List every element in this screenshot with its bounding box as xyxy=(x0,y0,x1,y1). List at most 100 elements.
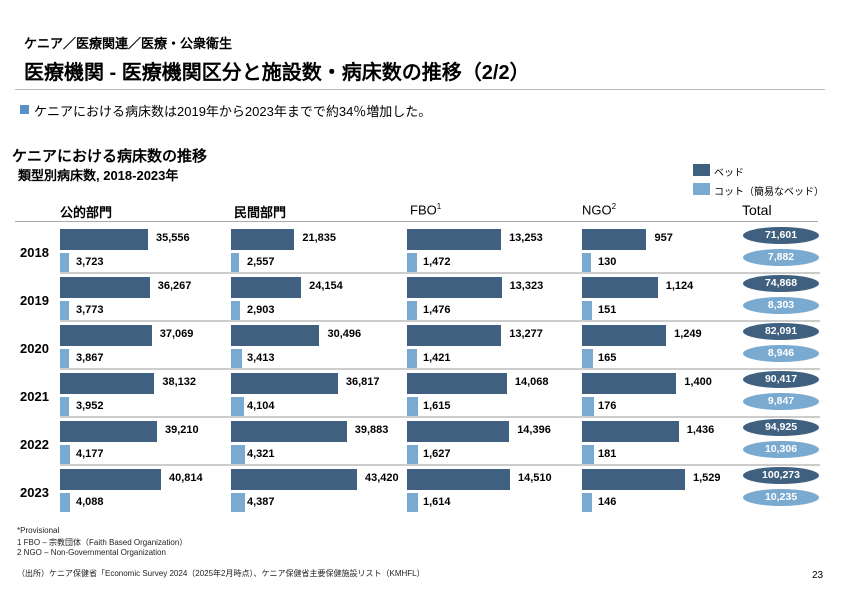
footnote-fbo: 1 FBO – 宗教団体（Faith Based Organization） xyxy=(17,538,188,547)
value-label-beds: 1,529 xyxy=(693,472,721,484)
bar-cots xyxy=(231,493,245,512)
value-label-beds: 957 xyxy=(654,232,673,244)
legend-label-cots: コット（簡易なベッド） xyxy=(714,187,824,198)
value-label-cots: 3,413 xyxy=(247,352,275,364)
value-label-beds: 30,496 xyxy=(327,328,362,340)
value-label-beds: 13,277 xyxy=(509,328,543,340)
bar-beds xyxy=(231,421,347,442)
value-label-cots: 3,723 xyxy=(76,256,104,268)
breadcrumb: ケニア／医療関連／医療・公衆衛生 xyxy=(24,36,233,51)
bar-beds xyxy=(407,373,507,394)
value-label-cots: 1,472 xyxy=(423,256,451,268)
bar-cots xyxy=(582,445,594,464)
bar-beds xyxy=(407,421,510,442)
header-divider xyxy=(15,221,818,222)
bullet-square-icon xyxy=(20,105,29,114)
value-label-beds: 40,814 xyxy=(169,472,203,484)
bar-beds xyxy=(231,277,302,298)
column-header-ngo: NGO2 xyxy=(582,202,616,217)
column-header-total: Total xyxy=(742,202,772,218)
bar-cots xyxy=(407,445,418,464)
bar-beds xyxy=(582,277,658,298)
value-label-beds: 13,253 xyxy=(509,232,543,244)
bar-beds xyxy=(231,325,320,346)
bar-beds xyxy=(582,373,677,394)
bar-cots xyxy=(60,253,69,272)
value-label-cots: 151 xyxy=(598,304,617,316)
year-label: 2022 xyxy=(20,437,49,452)
year-label: 2023 xyxy=(20,485,49,500)
bar-beds xyxy=(60,325,152,346)
value-label-beds: 24,154 xyxy=(309,280,343,292)
value-label-beds: 39,210 xyxy=(165,424,199,436)
value-label-cots: 4,177 xyxy=(76,448,104,460)
bar-cots xyxy=(60,445,70,464)
value-label-beds: 43,420 xyxy=(365,472,399,484)
bar-cots xyxy=(407,493,418,512)
bar-cots xyxy=(231,397,245,416)
bar-cots xyxy=(407,301,417,320)
value-label-cots: 176 xyxy=(598,400,617,412)
year-label: 2020 xyxy=(20,341,49,356)
value-label-cots: 4,321 xyxy=(247,448,275,460)
bar-cots xyxy=(60,397,70,416)
value-label-beds: 14,068 xyxy=(514,376,549,388)
bar-cots xyxy=(231,301,241,320)
total-beds-badge: 94,925 xyxy=(743,419,819,436)
row-divider xyxy=(60,464,820,466)
bar-beds xyxy=(582,229,647,250)
year-label: 2021 xyxy=(20,389,49,404)
bar-beds xyxy=(407,277,502,298)
value-label-beds: 1,400 xyxy=(684,376,712,388)
total-beds-badge: 82,091 xyxy=(743,323,819,340)
value-label-beds: 21,835 xyxy=(302,232,337,244)
bar-cots xyxy=(582,301,592,320)
value-label-cots: 1,615 xyxy=(423,400,451,412)
total-beds-badge: 100,273 xyxy=(743,467,819,484)
bar-beds xyxy=(407,229,502,250)
bar-cots xyxy=(582,253,591,272)
footnote-marker: 2 xyxy=(611,202,617,211)
bar-cots xyxy=(231,349,242,368)
bar-cots xyxy=(582,493,592,512)
bar-beds xyxy=(231,373,338,394)
value-label-beds: 37,069 xyxy=(159,328,194,340)
total-cots-badge: 10,235 xyxy=(743,489,819,506)
total-cots-badge: 8,946 xyxy=(743,345,819,362)
bar-beds xyxy=(582,421,679,442)
value-label-beds: 13,323 xyxy=(509,280,544,292)
row-divider xyxy=(60,368,820,370)
legend-label-beds: ベッド xyxy=(714,168,744,179)
total-cots-badge: 9,847 xyxy=(743,393,819,410)
value-label-cots: 4,088 xyxy=(76,496,104,508)
value-label-beds: 38,132 xyxy=(162,376,197,388)
bar-cots xyxy=(231,445,245,464)
value-label-beds: 14,510 xyxy=(518,472,552,484)
total-cots-badge: 7,882 xyxy=(743,249,819,266)
bar-cots xyxy=(60,493,70,512)
value-label-cots: 130 xyxy=(598,256,617,268)
value-label-beds: 1,249 xyxy=(674,328,702,340)
row-divider xyxy=(60,416,820,418)
value-label-beds: 1,124 xyxy=(665,280,694,292)
value-label-cots: 165 xyxy=(598,352,617,364)
year-label: 2019 xyxy=(20,293,49,308)
bar-cots xyxy=(407,349,417,368)
legend-swatch-cots xyxy=(693,183,710,195)
total-beds-badge: 90,417 xyxy=(743,371,819,388)
bar-cots xyxy=(582,397,594,416)
bar-beds xyxy=(60,421,158,442)
bar-beds xyxy=(60,373,155,394)
total-cots-badge: 8,303 xyxy=(743,297,819,314)
value-label-cots: 146 xyxy=(598,496,617,508)
footnote-ngo: 2 NGO – Non-Governmental Organization xyxy=(17,548,166,557)
value-label-beds: 14,396 xyxy=(517,424,551,436)
value-label-beds: 35,556 xyxy=(155,232,190,244)
bar-cots xyxy=(231,253,240,272)
column-header-fbo: FBO1 xyxy=(410,202,441,217)
value-label-cots: 1,614 xyxy=(423,496,451,508)
footnote-marker: 1 xyxy=(436,202,442,211)
column-header-public: 公的部門 xyxy=(60,202,112,221)
value-label-cots: 3,952 xyxy=(76,400,104,412)
